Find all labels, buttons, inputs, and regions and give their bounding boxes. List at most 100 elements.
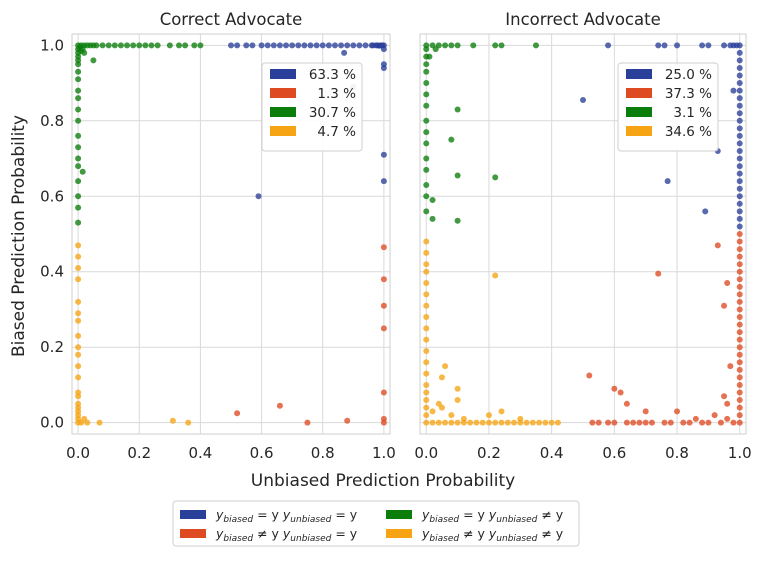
data-point-c1 bbox=[228, 42, 234, 49]
bottom-legend-text-part: y bbox=[282, 507, 291, 522]
bottom-legend-text-part: y bbox=[282, 526, 291, 541]
data-point-c4 bbox=[423, 314, 430, 321]
data-point-c2 bbox=[586, 372, 593, 379]
data-point-c4 bbox=[554, 419, 561, 426]
data-point-c4 bbox=[454, 385, 461, 392]
data-point-c2 bbox=[736, 359, 743, 366]
x-tick-label: 0.0 bbox=[414, 444, 438, 462]
data-point-c4 bbox=[75, 317, 82, 324]
data-point-c4 bbox=[438, 374, 445, 381]
data-point-c4 bbox=[485, 419, 492, 426]
data-point-c2 bbox=[611, 385, 618, 392]
data-point-c4 bbox=[473, 419, 480, 426]
data-point-c4 bbox=[423, 359, 430, 366]
data-point-c1 bbox=[736, 147, 743, 154]
data-point-c4 bbox=[542, 419, 549, 426]
data-point-c3 bbox=[498, 42, 505, 49]
data-point-c4 bbox=[423, 347, 430, 354]
data-point-c2 bbox=[623, 419, 630, 426]
data-point-c2 bbox=[736, 366, 743, 373]
data-point-c3 bbox=[75, 61, 82, 68]
data-point-c2 bbox=[344, 417, 351, 424]
data-point-c3 bbox=[75, 87, 82, 94]
data-point-c2 bbox=[595, 419, 602, 426]
data-point-c1 bbox=[736, 193, 743, 200]
data-point-c2 bbox=[736, 419, 743, 426]
data-point-c4 bbox=[75, 253, 82, 260]
data-point-c2 bbox=[589, 419, 596, 426]
data-point-c1 bbox=[249, 42, 256, 49]
data-point-c1 bbox=[736, 95, 743, 102]
data-point-c2 bbox=[736, 231, 743, 237]
panel-legend-label: 4.7 % bbox=[317, 124, 356, 140]
data-point-c3 bbox=[423, 166, 430, 173]
data-point-c4 bbox=[454, 397, 461, 404]
data-point-c2 bbox=[736, 246, 743, 253]
bottom-legend-swatch bbox=[180, 510, 206, 519]
data-point-c4 bbox=[429, 408, 436, 415]
data-point-c1 bbox=[325, 42, 332, 49]
data-point-c2 bbox=[736, 261, 743, 268]
data-point-c1 bbox=[705, 42, 712, 49]
data-point-c4 bbox=[423, 280, 430, 287]
data-point-c3 bbox=[426, 53, 433, 60]
data-point-c2 bbox=[686, 419, 693, 426]
data-point-c4 bbox=[423, 268, 430, 275]
data-point-c3 bbox=[90, 57, 97, 64]
data-point-c1 bbox=[276, 42, 283, 49]
data-point-c1 bbox=[341, 49, 348, 56]
data-point-c3 bbox=[117, 42, 124, 49]
data-point-c3 bbox=[166, 42, 173, 49]
data-point-c2 bbox=[380, 244, 387, 251]
data-point-c4 bbox=[435, 400, 442, 407]
data-point-c3 bbox=[423, 102, 430, 109]
data-point-c1 bbox=[313, 42, 320, 49]
data-point-c3 bbox=[429, 215, 436, 222]
data-point-c4 bbox=[75, 363, 82, 370]
data-point-c1 bbox=[736, 72, 743, 79]
data-point-c3 bbox=[130, 42, 137, 49]
data-point-c4 bbox=[75, 298, 82, 305]
data-point-c2 bbox=[724, 280, 731, 287]
data-point-c4 bbox=[536, 419, 543, 426]
data-point-c1 bbox=[674, 42, 681, 49]
data-point-c2 bbox=[736, 344, 743, 351]
data-point-c3 bbox=[75, 106, 82, 113]
data-point-c4 bbox=[75, 276, 82, 283]
data-point-c3 bbox=[75, 155, 82, 162]
data-point-c4 bbox=[548, 419, 555, 426]
data-point-c1 bbox=[736, 80, 743, 87]
data-point-c3 bbox=[75, 144, 82, 151]
data-point-c3 bbox=[142, 42, 149, 49]
data-point-c2 bbox=[380, 302, 387, 309]
data-point-c3 bbox=[492, 174, 499, 181]
data-point-c3 bbox=[191, 42, 198, 49]
data-point-c4 bbox=[498, 419, 505, 426]
data-point-c1 bbox=[264, 42, 271, 49]
panel-correct-advocate: Correct Advocate 0.0 0.2 0.4 0.6 0.8 1.0 0.0 0.2… bbox=[40, 10, 396, 462]
data-point-c1 bbox=[243, 42, 250, 49]
data-point-c3 bbox=[79, 168, 86, 175]
data-point-c1 bbox=[655, 42, 662, 49]
bottom-legend-text-part: unbiased bbox=[496, 534, 537, 544]
data-point-c2 bbox=[727, 363, 734, 370]
bottom-legend-text-part: = y bbox=[463, 507, 489, 522]
data-point-c2 bbox=[304, 419, 311, 426]
data-point-c4 bbox=[523, 419, 530, 426]
data-point-c3 bbox=[423, 80, 430, 87]
x-tick-label: 0.6 bbox=[602, 444, 626, 462]
bottom-legend-text-part: = y bbox=[335, 507, 357, 522]
data-point-c2 bbox=[642, 408, 649, 415]
data-point-c3 bbox=[423, 208, 430, 215]
data-point-c3 bbox=[75, 132, 82, 139]
data-point-c1 bbox=[736, 215, 743, 222]
panel-legend-swatch bbox=[270, 88, 296, 98]
data-point-c3 bbox=[454, 172, 461, 179]
data-point-c2 bbox=[705, 419, 712, 426]
data-point-c3 bbox=[75, 178, 82, 185]
data-point-c4 bbox=[75, 310, 82, 317]
bottom-legend-label: ybiased ≠ y yunbiased ≠ y bbox=[421, 526, 564, 544]
bottom-legend-text-part: ≠ y bbox=[541, 526, 563, 541]
data-point-c2 bbox=[661, 419, 668, 426]
data-point-c1 bbox=[319, 42, 326, 49]
